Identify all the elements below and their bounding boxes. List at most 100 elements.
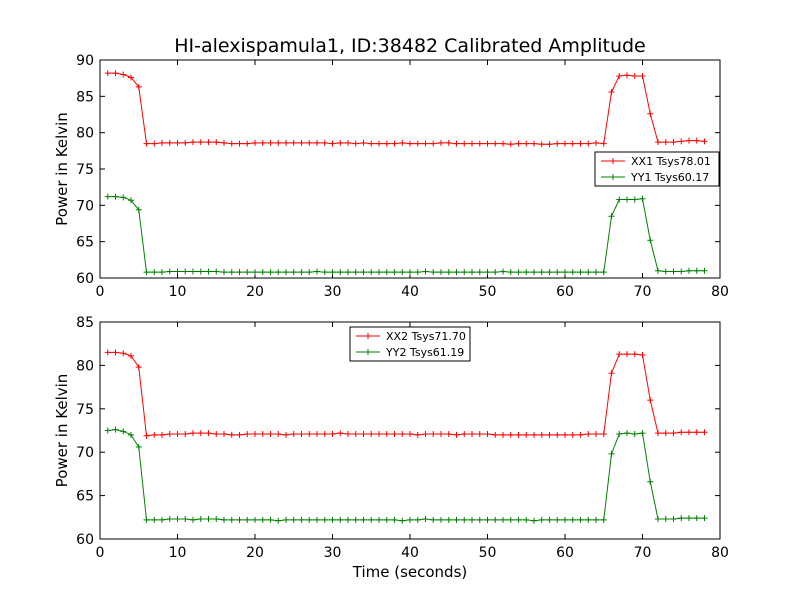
data-point	[639, 430, 646, 437]
data-point	[337, 516, 344, 523]
data-point	[554, 431, 561, 438]
data-point	[469, 430, 475, 437]
data-point	[438, 430, 444, 437]
y-tick-label: 75	[76, 402, 94, 418]
data-point	[701, 138, 708, 145]
data-point	[329, 516, 336, 523]
data-point	[476, 269, 483, 276]
data-point	[290, 139, 297, 146]
data-point	[414, 140, 421, 147]
data-point	[112, 193, 119, 200]
data-point	[275, 269, 282, 276]
data-point	[360, 139, 367, 146]
data-point	[562, 516, 568, 523]
data-point	[112, 426, 119, 433]
data-point	[554, 140, 561, 147]
data-point	[360, 516, 367, 523]
legend: XX2 Tsys71.70 YY2 Tsys61.19	[349, 326, 471, 362]
data-point	[445, 269, 452, 276]
data-point	[531, 269, 537, 276]
data-point	[445, 516, 452, 523]
data-point	[159, 269, 165, 276]
data-point	[546, 269, 553, 276]
data-point	[554, 516, 561, 523]
data-point	[321, 430, 328, 437]
data-point	[329, 430, 336, 437]
data-point	[205, 516, 212, 523]
y-tick-label: 60	[76, 532, 94, 548]
data-point	[407, 516, 413, 523]
data-point	[244, 516, 251, 523]
data-point	[236, 269, 243, 276]
data-point	[686, 429, 692, 436]
data-point	[306, 430, 313, 437]
data-point	[616, 351, 623, 358]
data-point	[500, 516, 506, 523]
data-point	[135, 83, 142, 90]
data-point	[143, 269, 150, 276]
data-point	[453, 516, 460, 523]
data-point	[221, 430, 227, 437]
data-point	[376, 140, 382, 147]
series-markers-2	[104, 426, 708, 524]
data-point	[538, 141, 545, 148]
data-point	[259, 430, 266, 437]
data-point	[585, 516, 592, 523]
data-point	[298, 516, 305, 523]
data-point	[430, 269, 437, 276]
data-point	[538, 269, 545, 276]
data-point	[275, 517, 282, 524]
data-point	[337, 430, 344, 437]
data-point	[128, 74, 134, 81]
data-point	[546, 516, 553, 523]
data-point	[407, 269, 413, 276]
x-tick-label: 80	[711, 284, 729, 300]
data-point	[616, 430, 623, 437]
data-point	[283, 516, 289, 523]
legend-swatch-marker	[610, 174, 616, 180]
data-point	[678, 138, 685, 145]
data-point	[306, 516, 313, 523]
data-point	[445, 430, 452, 437]
legend-box	[349, 326, 471, 362]
x-tick-label: 30	[324, 545, 342, 561]
bottom-subplot: 0 10 20 30 40 50 60 70 80 60 65 70 75 80 85 Power in Ke…	[53, 315, 729, 581]
data-point	[190, 516, 196, 523]
y-tick-label: 70	[76, 445, 94, 461]
data-point	[228, 431, 235, 438]
data-point	[686, 515, 692, 522]
data-point	[585, 269, 592, 276]
data-point	[569, 516, 576, 523]
data-point	[383, 140, 390, 147]
data-point	[197, 516, 204, 523]
data-point	[244, 140, 251, 147]
data-point	[538, 516, 545, 523]
data-point	[639, 195, 646, 202]
top-subplot: 0 10 20 30 40 50 60 70 80 60 65 70 75 80 85 90 Power in …	[53, 53, 729, 300]
data-point	[678, 268, 685, 275]
data-point	[515, 140, 522, 147]
series-markers-1	[104, 70, 708, 148]
figure-title: HI-alexispamula1, ID:38482 Calibrated Am…	[174, 35, 646, 57]
data-point	[693, 267, 700, 274]
data-point	[631, 351, 638, 358]
data-point	[422, 516, 429, 523]
data-point	[655, 516, 661, 523]
data-point	[631, 196, 638, 203]
data-point	[352, 140, 359, 147]
data-point	[314, 430, 320, 437]
y-axis-label: Power in Kelvin	[53, 374, 71, 488]
data-point	[422, 430, 429, 437]
data-point	[383, 269, 390, 276]
x-tick-label: 0	[96, 545, 105, 561]
data-point	[228, 516, 235, 523]
data-point	[577, 269, 584, 276]
y-tick-label: 70	[76, 198, 94, 214]
data-point	[476, 140, 483, 147]
data-point	[624, 72, 630, 79]
legend-label: YY2 Tsys61.19	[385, 346, 464, 359]
data-point	[182, 139, 189, 146]
data-point	[190, 430, 196, 437]
